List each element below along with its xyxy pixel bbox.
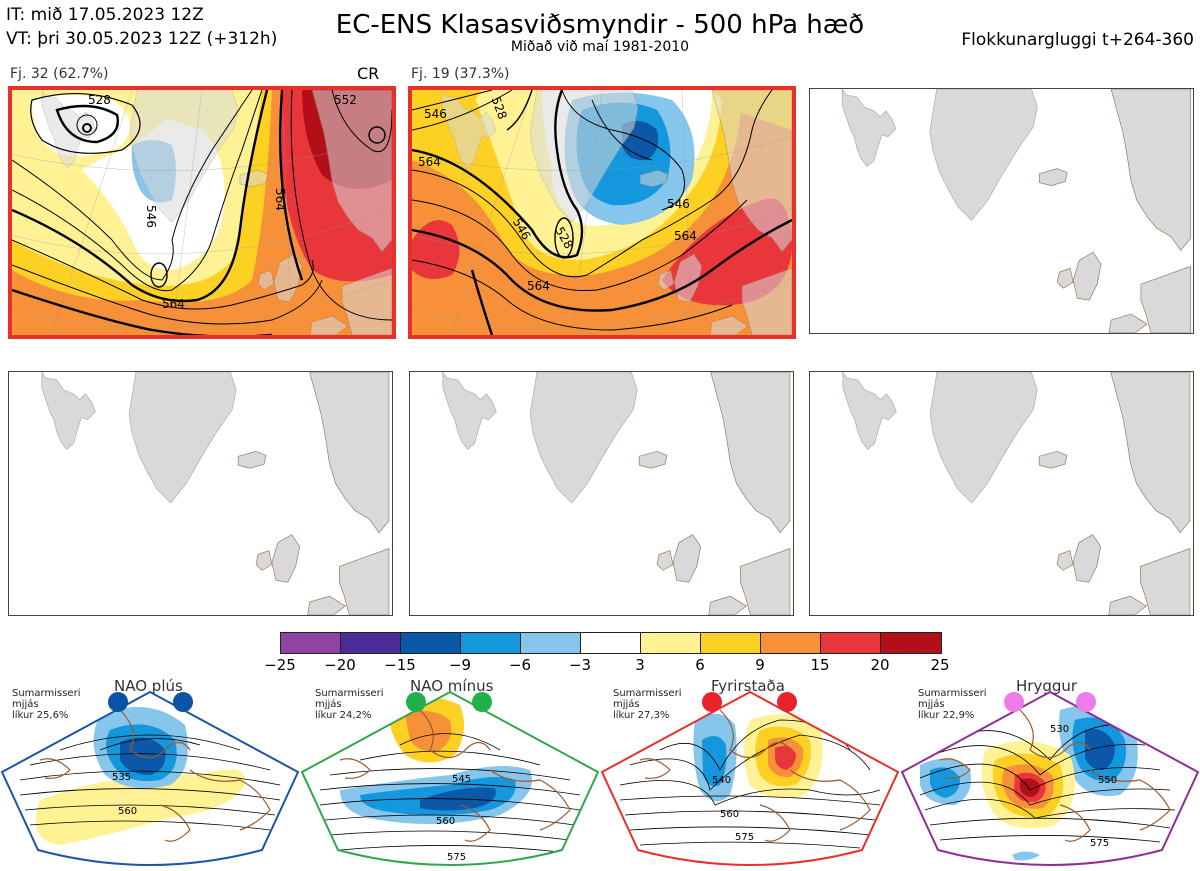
- colorbar-swatch: [461, 633, 521, 653]
- regime-2-contour-label: 545: [452, 774, 471, 785]
- regime-3-marker: [777, 692, 797, 712]
- cluster-map-3[interactable]: [809, 88, 1194, 334]
- colorbar-tick: −6: [508, 656, 532, 674]
- regime-1-marker: [108, 692, 128, 712]
- colorbar-swatch: [821, 633, 881, 653]
- regime-1-contour-label: 560: [118, 806, 137, 817]
- regime-4-marker: [1076, 692, 1096, 712]
- colorbar-swatch: [581, 633, 641, 653]
- cluster-2-contour-label: 564: [527, 279, 550, 293]
- page-title: EC-ENS Klasasviðsmyndir - 500 hPa hæð: [335, 10, 865, 40]
- cluster-2-contour-label: 564: [674, 229, 697, 243]
- regime-2-name: NAO mínus: [410, 677, 494, 695]
- regime-1-name: NAO plús: [114, 677, 183, 695]
- regime-2-contour-label: 560: [436, 816, 455, 827]
- cluster-map-4[interactable]: [8, 371, 393, 616]
- valid-time: VT: þri 30.05.2023 12Z (+312h): [6, 29, 278, 49]
- colorbar-swatch: [281, 633, 341, 653]
- cluster-1-contour-label: 564: [273, 188, 287, 211]
- colorbar-tick: −9: [448, 656, 472, 674]
- cluster-1-contour-label: 546: [144, 205, 158, 228]
- cluster-1-contour-label: 528: [88, 93, 111, 107]
- regime-2-marker: [406, 692, 426, 712]
- regime-2-marker: [472, 692, 492, 712]
- page-subtitle: Miðað við maí 1981-2010: [510, 39, 690, 55]
- colorbar-tick: 25: [930, 656, 950, 674]
- regime-4-name: Hryggur: [1016, 677, 1078, 695]
- cluster-2-contour-label: 546: [667, 197, 690, 211]
- regime-1-desc: Sumarmisseri mjjás líkur 25,6%: [12, 688, 81, 721]
- colorbar-swatch: [761, 633, 821, 653]
- regime-map-blocking[interactable]: 540 560 575: [600, 690, 900, 871]
- colorbar-tick: −20: [324, 656, 356, 674]
- regime-1-contour-label: 535: [112, 772, 131, 783]
- regime-map-nao-minus[interactable]: 545 560 575: [300, 690, 600, 871]
- cluster-1-tag: CR: [357, 64, 380, 83]
- regime-3-contour-label: 575: [735, 832, 754, 843]
- regime-map-ridge[interactable]: 530 550 575: [900, 690, 1200, 871]
- regime-4-marker: [1004, 692, 1024, 712]
- cluster-2-contour-label: 564: [418, 155, 441, 169]
- cluster-map-2[interactable]: 546 528 564 546 564 546 528 564: [408, 86, 796, 339]
- colorbar-tick: 3: [635, 656, 645, 674]
- cluster-1-label: Fj. 32 (62.7%): [10, 66, 109, 82]
- colorbar-tick: −3: [568, 656, 592, 674]
- regime-3-desc: Sumarmisseri mjjás líkur 27,3%: [613, 688, 682, 721]
- cluster-2-contour-label: 546: [424, 107, 447, 121]
- regime-map-nao-plus[interactable]: 535 560: [0, 690, 300, 871]
- regime-4-contour-label: 530: [1050, 724, 1069, 735]
- regime-3-marker: [702, 692, 722, 712]
- regime-4-contour-label: 575: [1090, 838, 1109, 849]
- regime-3-name: Fyrirstaða: [711, 677, 785, 695]
- cluster-map-1[interactable]: 528 546 564 564 552: [8, 86, 396, 339]
- colorbar: [280, 632, 942, 654]
- colorbar-tick: −15: [384, 656, 416, 674]
- cluster-2-label: Fj. 19 (37.3%): [411, 66, 510, 82]
- regime-4-desc: Sumarmisseri mjjás líkur 22,9%: [918, 688, 987, 721]
- colorbar-swatch: [701, 633, 761, 653]
- cluster-map-5[interactable]: [409, 371, 794, 616]
- colorbar-swatch: [881, 633, 941, 653]
- regime-4-contour-label: 550: [1098, 775, 1117, 786]
- cluster-1-contour-label: 552: [334, 93, 357, 107]
- cluster-map-6[interactable]: [809, 371, 1194, 616]
- colorbar-swatch: [341, 633, 401, 653]
- cluster-1-contour-label: 564: [162, 297, 185, 311]
- colorbar-swatch: [521, 633, 581, 653]
- classification-window: Flokkunargluggi t+264-360: [961, 30, 1194, 50]
- colorbar-tick: 15: [810, 656, 830, 674]
- colorbar-tick: 6: [695, 656, 705, 674]
- init-time: IT: mið 17.05.2023 12Z: [6, 5, 204, 25]
- regime-1-marker: [173, 692, 193, 712]
- regime-2-contour-label: 575: [447, 852, 466, 863]
- colorbar-swatch: [401, 633, 461, 653]
- colorbar-swatch: [641, 633, 701, 653]
- regime-2-desc: Sumarmisseri mjjás líkur 24,2%: [315, 688, 384, 721]
- colorbar-tick: −25: [264, 656, 296, 674]
- colorbar-tick: 20: [870, 656, 890, 674]
- regime-3-contour-label: 560: [720, 809, 739, 820]
- colorbar-tick: 9: [755, 656, 765, 674]
- regime-3-contour-label: 540: [712, 775, 731, 786]
